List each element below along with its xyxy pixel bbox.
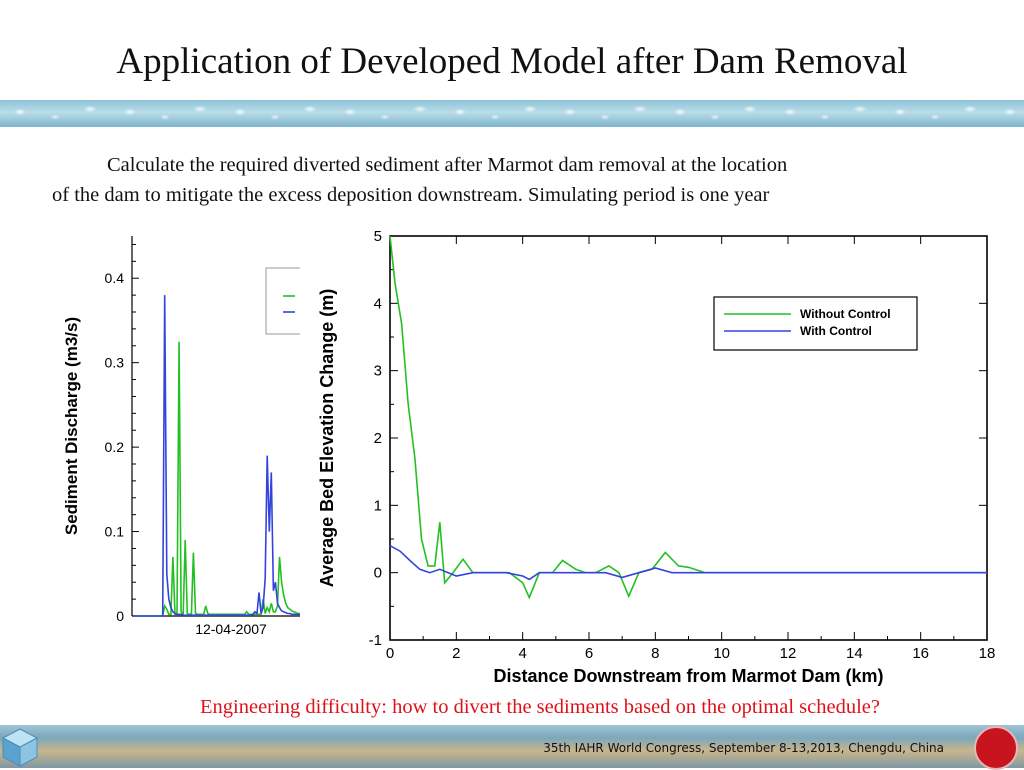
x-tick-label: 2 xyxy=(452,645,460,662)
decorative-water-banner xyxy=(0,100,1024,127)
x-tick-label: 16 xyxy=(912,645,929,662)
y-tick-label: 2 xyxy=(374,430,382,447)
x-tick-label: 0 xyxy=(386,645,394,662)
legend-label: Without Control xyxy=(800,307,891,321)
y-tick-label: 3 xyxy=(374,363,382,380)
y-tick-label: 0.2 xyxy=(105,439,125,455)
y-tick-label: 0.1 xyxy=(105,524,125,540)
series-line-with-control xyxy=(134,295,300,617)
series-line-without-control xyxy=(134,341,300,617)
y-tick-label: 1 xyxy=(374,497,382,514)
legend-box xyxy=(265,267,300,335)
y-tick-label: 0.4 xyxy=(105,270,125,286)
description-line-1: Calculate the required diverted sediment… xyxy=(107,154,788,176)
description-line-2: of the dam to mitigate the excess deposi… xyxy=(52,184,770,206)
y-tick-label: 0 xyxy=(374,565,382,582)
x-tick-label: 4 xyxy=(518,645,526,662)
sediment-discharge-plot-area: 0 0.1 0.2 0.3 0.4 12-04-2007 Sediment Discharg… xyxy=(62,236,300,637)
y-tick-label: 0 xyxy=(116,608,124,624)
slide-title: Application of Developed Model after Dam… xyxy=(116,41,908,82)
x-tick-label: 12 xyxy=(780,645,797,662)
legend-box xyxy=(713,296,918,351)
y-axis-title: Average Bed Elevation Change (m) xyxy=(317,289,337,587)
y-tick-label: 4 xyxy=(374,295,382,312)
sediment-discharge-chart: 0 0.1 0.2 0.3 0.4 12-04-2007 Sediment Discharg… xyxy=(62,236,300,637)
engineering-question: Engineering difficulty: how to divert th… xyxy=(200,696,880,718)
x-tick-label: 18 xyxy=(979,645,996,662)
y-tick-label: 0.3 xyxy=(105,355,125,371)
description-paragraph: Calculate the required diverted sediment… xyxy=(52,150,972,210)
y-axis-title: Sediment Discharge (m3/s) xyxy=(62,317,81,535)
footer-banner xyxy=(0,725,1024,768)
x-tick-label: 6 xyxy=(585,645,593,662)
cube-logo-icon xyxy=(1,728,39,767)
legend-label: With Control xyxy=(800,324,872,338)
y-tick-label: 5 xyxy=(374,228,382,245)
university-seal-icon xyxy=(974,726,1018,770)
y-tick-label: -1 xyxy=(369,632,382,649)
x-tick-label: 10 xyxy=(713,645,730,662)
x-axis-label: 12-04-2007 xyxy=(195,621,267,637)
x-tick-label: 8 xyxy=(651,645,659,662)
footer-conference: 35th IAHR World Congress, September 8-13… xyxy=(543,741,944,755)
x-axis-title: Distance Downstream from Marmot Dam (km) xyxy=(493,666,883,686)
x-tick-label: 14 xyxy=(846,645,863,662)
series-line-with-control xyxy=(389,544,987,581)
